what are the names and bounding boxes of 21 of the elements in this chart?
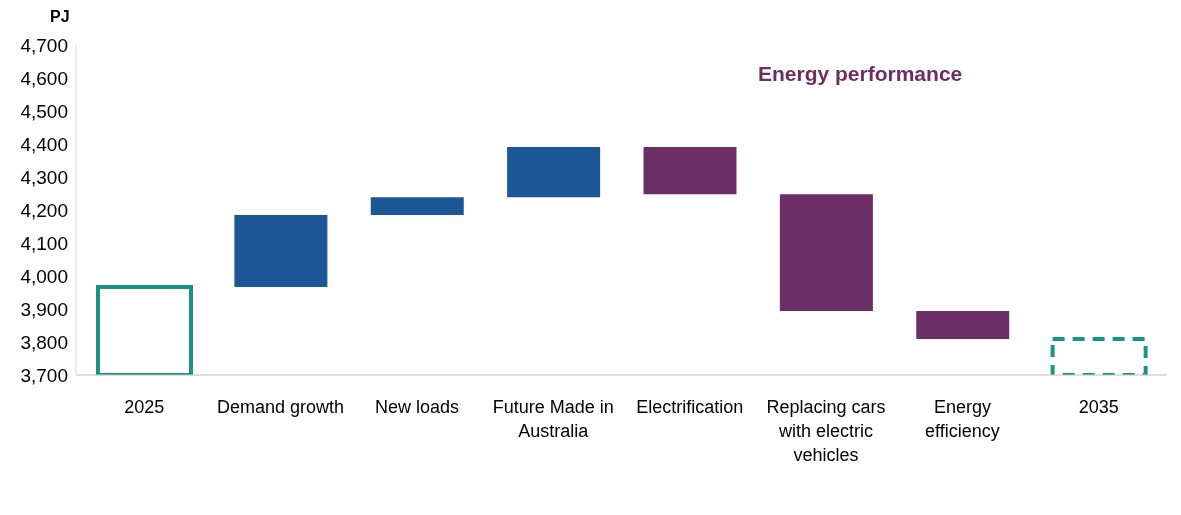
y-tick-label: 4,300 bbox=[20, 166, 68, 188]
y-tick-label: 4,400 bbox=[20, 133, 68, 155]
x-tick-label: Demand growth bbox=[217, 397, 345, 417]
y-axis-title: PJ bbox=[50, 8, 70, 26]
y-tick-label: 4,700 bbox=[20, 34, 68, 56]
y-tick-label: 3,900 bbox=[20, 298, 68, 320]
x-tick-label: Electrification bbox=[636, 397, 744, 417]
y-tick-label: 4,000 bbox=[20, 265, 68, 287]
y-tick-label: 4,100 bbox=[20, 232, 68, 254]
y-tick-label: 4,200 bbox=[20, 199, 68, 221]
x-tick-label: 2035 bbox=[1078, 397, 1119, 417]
annotation: Energy performance bbox=[758, 62, 963, 86]
x-tick-label: New loads bbox=[374, 397, 459, 417]
y-tick-label: 3,800 bbox=[20, 331, 68, 353]
x-tick-label: Energy efficiency bbox=[925, 397, 1000, 441]
y-tick-label: 4,600 bbox=[20, 67, 68, 89]
x-tick-label: 2025 bbox=[124, 397, 165, 417]
y-tick-label: 3,700 bbox=[20, 364, 68, 386]
x-tick-label: Replacing cars with electric vehicles bbox=[766, 397, 886, 465]
x-tick-label: Future Made in Australia bbox=[492, 397, 614, 441]
y-tick-label: 4,500 bbox=[20, 100, 68, 122]
